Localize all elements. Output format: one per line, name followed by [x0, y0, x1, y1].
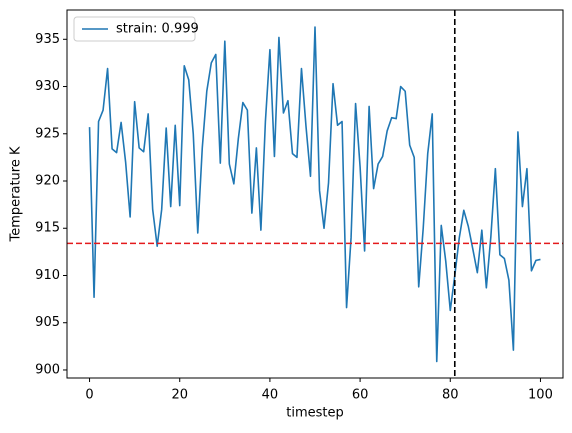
x-tick-label: 60 [352, 388, 369, 403]
x-tick-label: 80 [442, 388, 459, 403]
x-axis-label: timestep [286, 406, 344, 421]
x-tick-label: 100 [528, 388, 553, 403]
x-tick-label: 40 [262, 388, 279, 403]
y-tick-label: 905 [35, 315, 60, 330]
y-tick-label: 915 [35, 221, 60, 236]
y-tick-label: 910 [35, 268, 60, 283]
line-series [88, 26, 541, 363]
plot-frame [66, 9, 564, 379]
y-tick-label: 930 [35, 79, 60, 94]
legend-label: strain: 0.999 [116, 22, 199, 37]
x-tick-label: 20 [171, 388, 188, 403]
y-tick-label: 925 [35, 126, 60, 141]
legend-box [73, 16, 196, 42]
y-tick-label: 935 [35, 32, 60, 47]
y-axis-label: Temperature K [9, 146, 24, 242]
x-tick-label: 0 [85, 388, 93, 403]
y-tick-label: 900 [35, 362, 60, 377]
y-tick-label: 920 [35, 174, 60, 189]
